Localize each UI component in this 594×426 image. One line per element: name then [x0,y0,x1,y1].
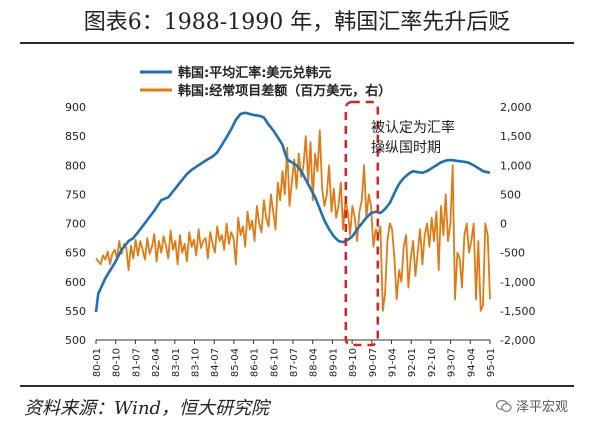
page-title: 图表6：1988-1990 年，韩国汇率先升后贬 [83,10,511,35]
annotation-text: 被认定为汇率 [371,119,455,136]
y-right-tick-label: -2,000 [500,334,535,347]
y-right-tick-label: -500 [500,247,525,260]
annotation-text: 操纵国时期 [371,140,441,156]
x-tick-label: 94-04 [466,348,477,377]
x-tick-label: 92-01 [407,348,418,377]
y-left-tick-label: 700 [65,218,86,231]
title-divider [20,42,574,44]
y-right-tick-label: 500 [500,188,521,201]
y-left-tick-label: 900 [65,101,86,114]
x-tick-label: 80-01 [92,348,103,377]
series-current-account [95,129,491,312]
footer-divider [20,385,574,387]
y-left-tick-label: 850 [65,130,86,143]
y-right-tick-label: -1,000 [500,276,535,289]
x-tick-label: 91-04 [388,348,399,377]
x-tick-label: 89-10 [348,348,359,377]
y-right-tick-label: 0 [500,218,507,231]
x-tick-label: 90-07 [368,348,379,377]
y-right-tick-label: 1,500 [500,130,532,143]
wechat-icon [495,399,512,412]
x-tick-label: 93-07 [447,348,458,377]
x-tick-label: 85-04 [230,348,241,377]
series-exchange-rate [94,111,491,313]
y-left-tick-label: 800 [65,159,86,172]
watermark: 泽平宏观 [495,396,568,415]
y-left-tick-label: 750 [65,188,86,201]
annotation-box [344,100,380,347]
legend-ca-label: 韩国:经常项目差额（百万美元，右） [178,83,391,99]
x-tick-label: 92-10 [427,348,438,377]
chart-legend: 韩国:平均汇率:美元兑韩元 韩国:经常项目差额（百万美元，右） [140,65,391,99]
legend-fx-label: 韩国:平均汇率:美元兑韩元 [178,65,331,81]
watermark-label: 泽平宏观 [515,400,568,415]
current-account-line [95,129,491,312]
y-left-tick-label: 600 [65,276,86,289]
x-tick-label: 84-07 [210,348,221,377]
exchange-rate-line [94,111,491,313]
x-tick-label: 87-07 [289,348,300,377]
chart-axes: 500 550 600 650 700 750 800 850 900 -2,000 -1,500 -… [65,101,535,377]
x-tick-label: 82-04 [151,348,162,377]
y-left-tick-label: 500 [65,334,86,347]
x-tick-label: 89-01 [328,348,339,377]
y-right-tick-label: 1,000 [500,159,532,172]
y-right-tick-label: 2,000 [500,101,532,114]
y-left-tick-label: 550 [65,305,86,318]
x-tick-label: 95-01 [486,348,497,377]
x-tick-label: 80-10 [112,348,123,377]
x-tick-label: 81-07 [131,348,142,377]
y-left-tick-label: 650 [65,247,86,260]
y-right-tick-label: -1,500 [500,305,535,318]
source-note: 资料来源：Wind，恒大研究院 [24,398,270,419]
x-tick-label: 86-10 [269,348,280,377]
x-tick-label: 83-01 [171,348,182,377]
x-tick-label: 86-01 [250,348,261,377]
x-tick-label: 88-04 [309,348,320,377]
x-tick-label: 83-10 [191,348,202,377]
